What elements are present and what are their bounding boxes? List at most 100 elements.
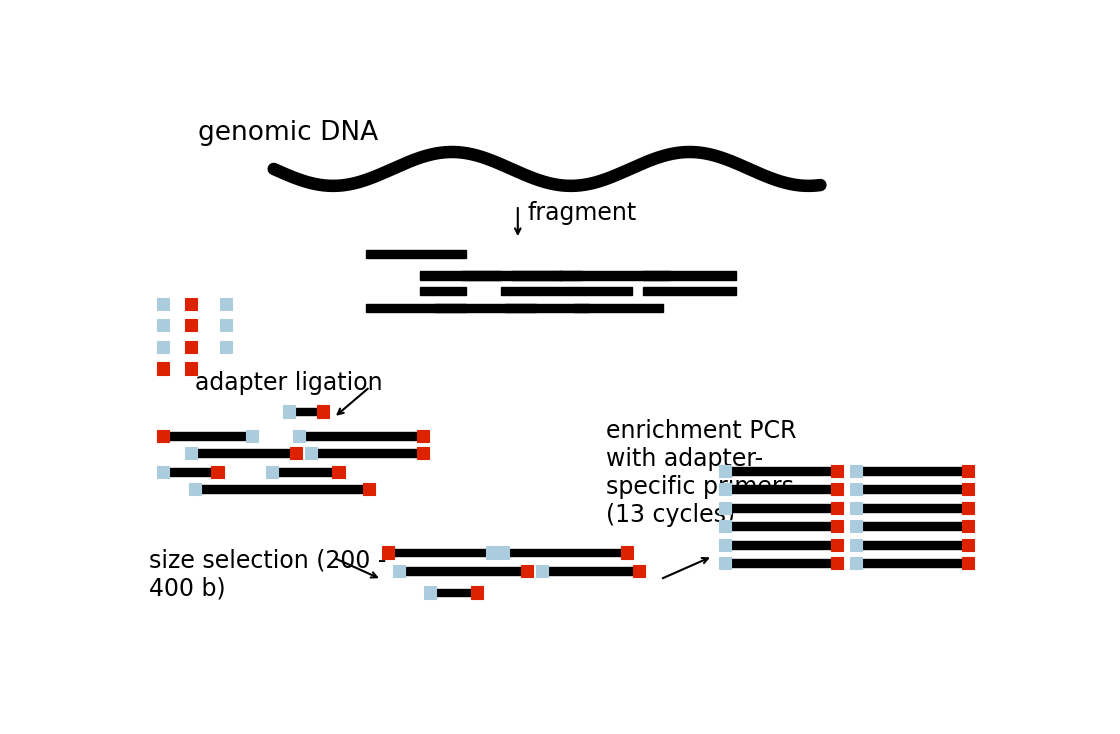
Bar [862,541,962,548]
Bar [420,272,501,280]
Bar [719,539,731,550]
Bar [463,272,562,280]
Bar [185,341,197,353]
Bar [850,539,862,550]
Bar [333,466,345,479]
Bar [731,523,831,530]
Bar [962,539,974,550]
Bar [850,465,862,477]
Bar [831,465,843,477]
Bar [317,449,417,457]
Bar [417,430,429,443]
Bar [850,501,862,514]
Bar [633,564,645,577]
Bar [305,447,317,459]
Bar [719,465,731,477]
Bar [862,523,962,530]
Bar [157,297,169,310]
Bar [157,362,169,374]
Bar [731,485,831,493]
Text: genomic DNA: genomic DNA [198,120,379,146]
Bar [731,504,831,512]
Bar [220,341,232,353]
Bar [831,483,843,495]
Bar [486,546,498,559]
Bar [831,557,843,570]
Bar [420,287,466,295]
Bar [290,447,302,459]
Bar [559,272,670,280]
Bar [185,297,197,310]
Bar [393,564,405,577]
Bar [169,468,212,476]
Bar [157,430,169,443]
Bar [202,485,363,493]
Bar [573,304,663,312]
Bar [862,559,962,567]
Bar [267,466,278,479]
Bar [501,287,632,295]
Bar [831,539,843,550]
Bar [317,405,329,418]
Text: fragment: fragment [528,201,637,225]
Bar [719,501,731,514]
Bar [521,564,533,577]
Bar [405,567,521,575]
Text: size selection (200 -
400 b): size selection (200 - 400 b) [149,548,386,600]
Bar [512,272,581,280]
Bar [719,483,731,495]
Bar [366,304,466,312]
Bar [535,564,548,577]
Bar [962,483,974,495]
Bar [620,546,633,559]
Bar [862,485,962,493]
Bar [197,449,290,457]
Bar [719,557,731,570]
Bar [862,504,962,512]
Bar [731,467,831,475]
Bar [157,466,169,479]
Bar [731,559,831,567]
Text: adapter ligation: adapter ligation [195,371,383,396]
Bar [643,287,736,295]
Bar [185,447,197,459]
Bar [962,501,974,514]
Bar [306,432,417,440]
Bar [296,407,317,415]
Bar [962,465,974,477]
Bar [436,589,470,596]
Bar [831,520,843,532]
Bar [731,541,831,548]
Bar [394,548,486,556]
Bar [505,304,589,312]
Bar [382,546,394,559]
Bar [278,468,333,476]
Bar [548,567,633,575]
Bar [363,483,375,495]
Bar [157,341,169,353]
Bar [283,405,296,418]
Bar [962,520,974,532]
Bar [850,557,862,570]
Bar [831,501,843,514]
Bar [189,483,202,495]
Bar [719,520,731,532]
Bar [212,466,224,479]
Bar [366,250,466,258]
Bar [220,297,232,310]
Bar [850,520,862,532]
Bar [470,586,483,599]
Bar [185,362,197,374]
Bar [417,447,429,459]
Bar [962,557,974,570]
Bar [293,430,306,443]
Bar [185,319,197,331]
Text: enrichment PCR
with adapter-
specific primers
(13 cycles): enrichment PCR with adapter- specific pr… [606,419,796,526]
Bar [862,467,962,475]
Bar [246,430,259,443]
Bar [220,319,232,331]
Bar [510,548,620,556]
Bar [157,319,169,331]
Bar [423,586,436,599]
Bar [850,483,862,495]
